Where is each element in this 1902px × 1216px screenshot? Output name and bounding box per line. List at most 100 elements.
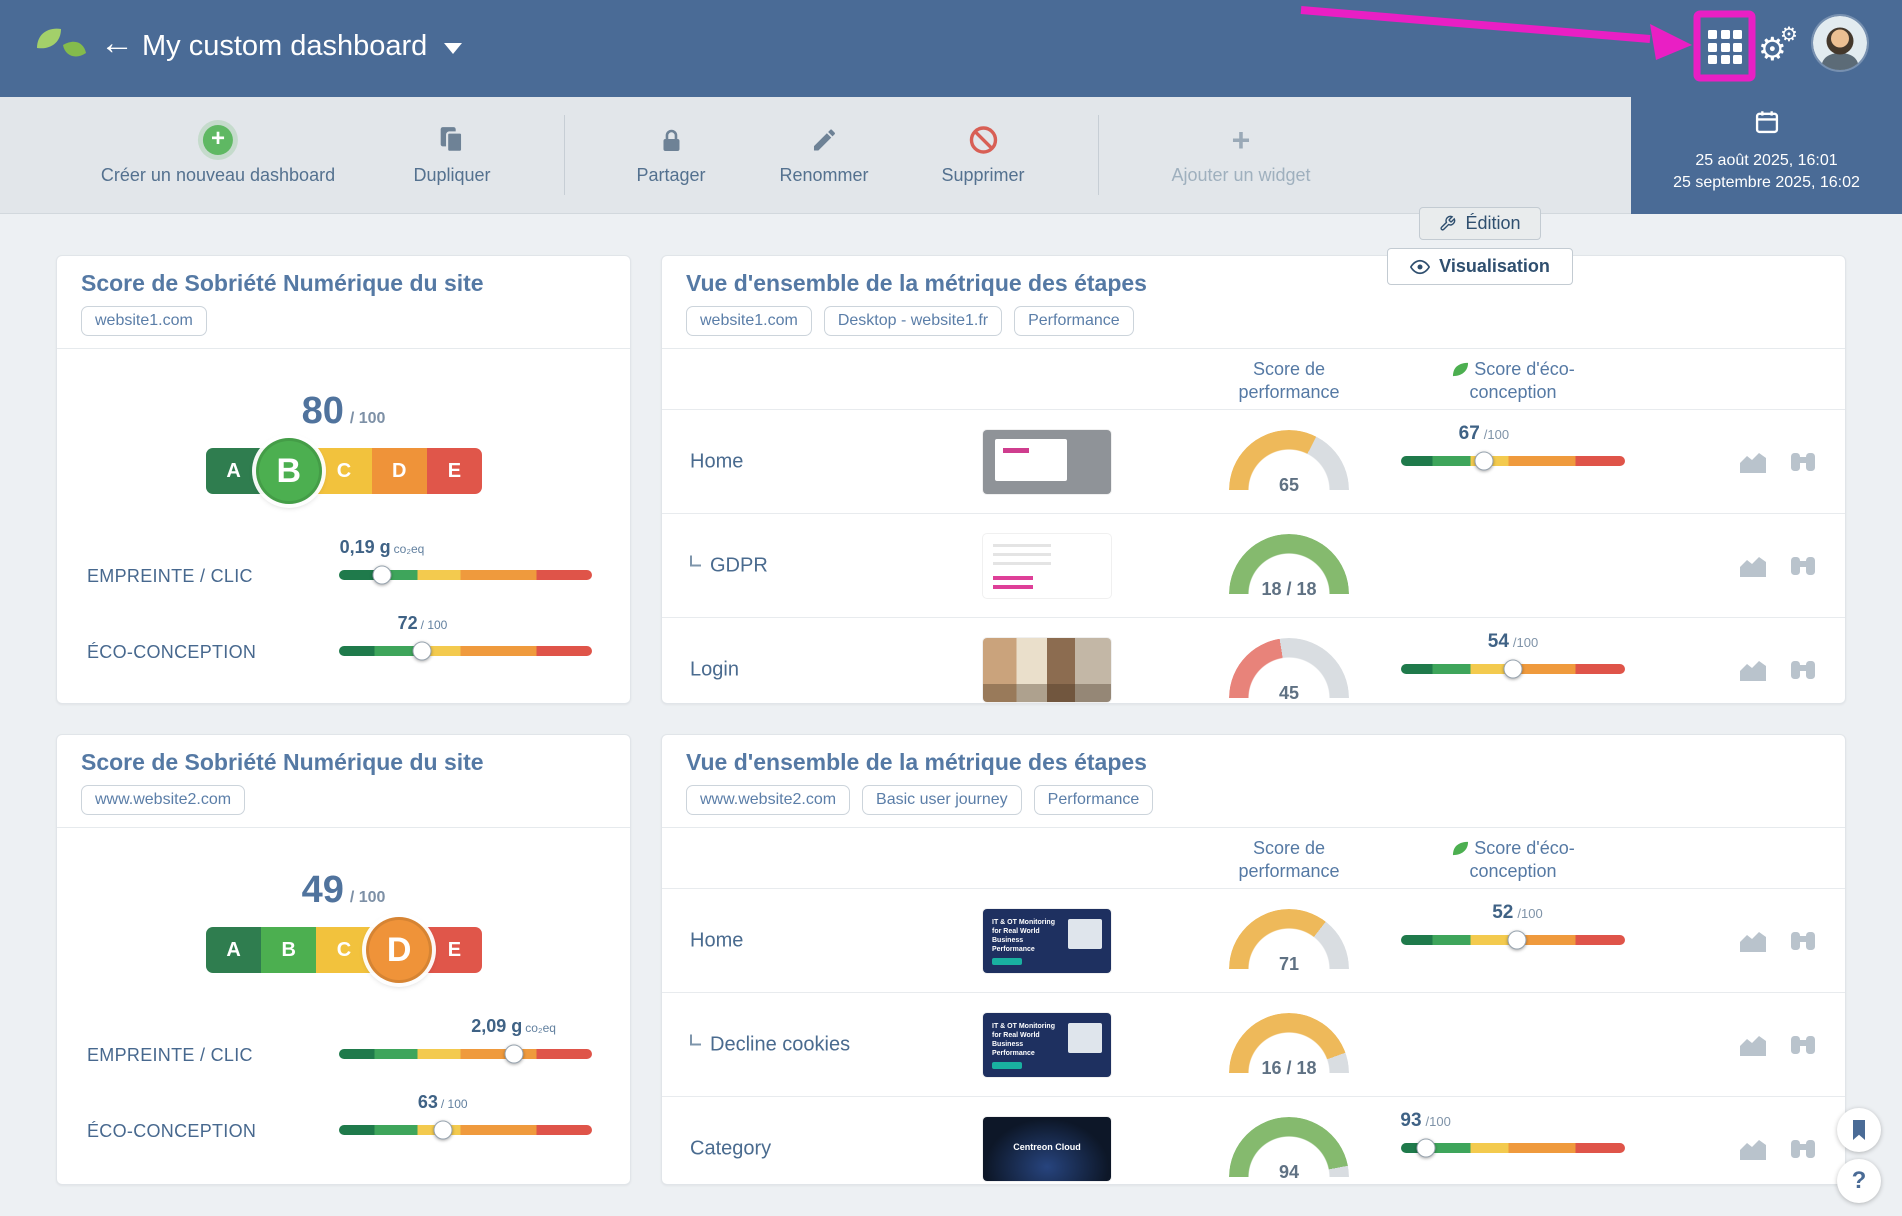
lock-icon (662, 129, 679, 151)
gradient-scale (1401, 1138, 1625, 1158)
ecodesign-metric: ÉCO-CONCEPTION 63/ 100 (87, 1083, 602, 1145)
back-arrow-icon[interactable]: ← (100, 24, 134, 62)
binoculars-icon[interactable] (1788, 449, 1818, 475)
binoculars-icon[interactable] (1788, 1032, 1818, 1058)
step-screenshot[interactable] (983, 429, 1111, 494)
score-widget-website2: Score de Sobriété Numérique du site www.… (56, 734, 631, 1185)
site-badge: website1.com (81, 306, 207, 336)
divider (662, 348, 1845, 349)
widgets-grid-icon[interactable] (1708, 30, 1742, 64)
eco-score-number: 52 (1492, 902, 1514, 923)
binoculars-icon[interactable] (1788, 657, 1818, 683)
chart-icon[interactable] (1738, 928, 1768, 954)
metric-badge: Performance (1014, 306, 1134, 336)
grade-segment-c: C (316, 448, 372, 494)
help-button[interactable]: ? (1837, 1159, 1881, 1203)
binoculars-icon[interactable] (1788, 1136, 1818, 1162)
visualisation-label: Visualisation (1439, 256, 1550, 276)
slider-knob (412, 641, 432, 661)
slider-knob (1503, 659, 1523, 679)
step-label: Login (690, 658, 739, 680)
gear-icon: ⚙ (1780, 24, 1798, 46)
grade-segment-b: B (261, 927, 317, 973)
eco-score-value: 52/100 (1492, 902, 1542, 924)
metric-value: 0,19 g co₂eq (340, 537, 425, 558)
chart-icon[interactable] (1738, 553, 1768, 579)
chart-icon[interactable] (1738, 1136, 1768, 1162)
step-screenshot[interactable]: IT & OT Monitoring for Real World Busine… (983, 908, 1111, 973)
rename-label: Renommer (779, 165, 869, 185)
eco-score-cell: 52/100 (1401, 889, 1625, 993)
visualisation-button[interactable]: Visualisation (1387, 248, 1573, 285)
gradient-scale (1401, 451, 1625, 471)
duplicate-button[interactable]: Dupliquer (413, 97, 491, 214)
performance-score: 16 / 18 (1261, 1058, 1317, 1078)
metric-value-unit: co₂eq (393, 542, 425, 556)
grade-scale: A B C D E D (206, 917, 482, 983)
share-button[interactable]: Partager (636, 97, 706, 214)
edition-button[interactable]: Édition (1419, 207, 1541, 240)
rename-button[interactable]: Renommer (779, 97, 869, 214)
bookmark-button[interactable] (1837, 1108, 1881, 1152)
chart-icon[interactable] (1738, 657, 1768, 683)
dashboard-title[interactable]: My custom dashboard (142, 30, 428, 62)
step-row-gdpr: GDPR 18 / 18 (662, 513, 1845, 617)
row-actions (1738, 1032, 1818, 1058)
gradient-scale (339, 641, 592, 661)
metric-value-unit: / 100 (440, 1097, 468, 1111)
performance-score: 65 (1278, 475, 1300, 495)
global-score: 49 / 100 (57, 869, 630, 912)
step-label: GDPR (710, 554, 768, 576)
score-value: 49 (301, 869, 344, 911)
step-screenshot[interactable] (983, 533, 1111, 598)
grade-segment-d: D (371, 448, 427, 494)
journey-badge: Desktop - website1.fr (823, 306, 1003, 336)
widget-title: Score de Sobriété Numérique du site (81, 749, 484, 775)
wrench-icon (1440, 215, 1456, 231)
gradient-scale (1401, 930, 1625, 950)
screenshot-text: IT & OT Monitoring for Real World Busine… (992, 918, 1055, 953)
step-screenshot[interactable]: Centreon Cloud (983, 1116, 1111, 1181)
delete-label: Supprimer (941, 165, 1025, 185)
delete-button[interactable]: Supprimer (941, 97, 1025, 214)
settings-gears-icon[interactable]: ⚙ ⚙ (1758, 22, 1802, 72)
substep-corner-icon (690, 1034, 701, 1046)
row-actions (1738, 449, 1818, 475)
eco-score-value: 93/100 (1400, 1110, 1450, 1132)
metric-slider: 72/ 100 (339, 604, 592, 666)
performance-gauge: 71 (1229, 909, 1349, 977)
binoculars-icon[interactable] (1788, 928, 1818, 954)
slider-knob (372, 565, 392, 585)
metric-value: 72/ 100 (398, 613, 448, 634)
footprint-metric: EMPREINTE / CLIC 2,09 g co₂eq (87, 1007, 602, 1069)
screenshot-text: Centreon Cloud (1013, 1141, 1081, 1152)
metric-value-unit: / 100 (420, 618, 448, 632)
performance-column-header: Score de performance (1238, 838, 1340, 881)
gradient-scale (339, 565, 592, 585)
performance-score: 94 (1278, 1162, 1300, 1182)
date-range-picker[interactable]: 25 août 2025, 16:01 25 septembre 2025, 1… (1631, 97, 1902, 214)
step-name: Login (690, 658, 739, 681)
caret-down-icon[interactable] (444, 43, 462, 54)
gradient-scale (339, 1120, 592, 1140)
add-widget-button[interactable]: + Ajouter un widget (1171, 97, 1310, 214)
chart-icon[interactable] (1738, 449, 1768, 475)
eco-score-suffix: /100 (1512, 635, 1539, 650)
eco-score-value: 67/100 (1459, 423, 1509, 445)
step-row-home: Home IT & OT Monitoring for Real World B… (662, 888, 1845, 992)
eco-score-suffix: /100 (1483, 427, 1510, 442)
step-screenshot[interactable] (983, 637, 1111, 702)
grade-segment-c: C (316, 927, 372, 973)
metric-label: EMPREINTE / CLIC (87, 1045, 253, 1065)
avatar[interactable] (1813, 16, 1867, 70)
eco-score-cell: 67/100 (1401, 410, 1625, 514)
binoculars-icon[interactable] (1788, 553, 1818, 579)
create-dashboard-button[interactable]: + Créer un nouveau dashboard (101, 97, 335, 214)
date-range-start: 25 août 2025, 16:01 (1695, 152, 1838, 169)
step-screenshot[interactable]: IT & OT Monitoring for Real World Busine… (983, 1012, 1111, 1077)
gear-icon: ⚙ (1758, 31, 1787, 67)
metric-value-unit: co₂eq (525, 1021, 556, 1035)
chart-icon[interactable] (1738, 1032, 1768, 1058)
metric-value: 2,09 g co₂eq (471, 1016, 556, 1037)
steps-metric-widget-website1: Vue d'ensemble de la métrique des étapes… (661, 255, 1846, 704)
